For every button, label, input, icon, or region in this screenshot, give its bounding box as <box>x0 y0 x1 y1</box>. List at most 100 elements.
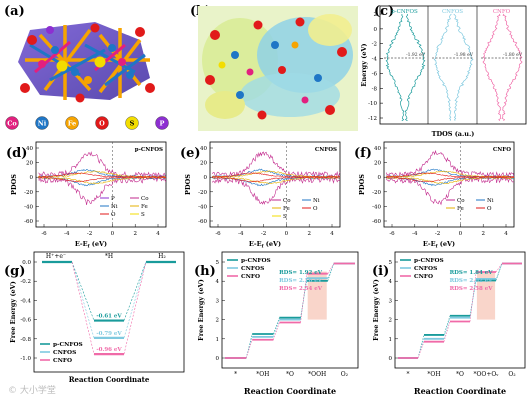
tdos-series-name-0: p-CNFOS <box>391 9 418 15</box>
her-ytick-label: 0.0 <box>22 260 31 266</box>
oer_h-ytick-label: 2 <box>216 318 220 324</box>
pdos-xlabel-f: E-Ef (eV) <box>423 240 455 250</box>
oer_h-legend-label-0: p-CNFOS <box>241 258 271 264</box>
pdos-curve-e-2-up <box>212 170 341 178</box>
oer_h-step-0: * <box>234 371 237 378</box>
oer_i-step-1: *OH <box>427 371 440 378</box>
pdos-xtick-label: 4 <box>330 231 334 237</box>
pdos-legend-label-d-5: S <box>141 212 145 218</box>
her-legend-label-0: p-CNFOS <box>53 342 83 348</box>
oer_h-connector-0-3 <box>327 263 335 281</box>
her-value-1: -0.79 eV <box>96 331 122 337</box>
pdos-curve-e-0-up <box>212 151 341 178</box>
pdos-xtick-label: 0 <box>459 231 463 237</box>
pdos-curve-e-3-dn <box>212 176 341 183</box>
legend-a-symbol-0: Co <box>7 120 17 128</box>
pdos-legend-label-d-0: P <box>111 196 115 202</box>
pdos-curve-d-2-up <box>38 170 167 178</box>
pdos-ylabel-f: PDOS <box>358 174 366 195</box>
legend-a-symbol-3: O <box>99 120 105 128</box>
pdos-xlabel-main: E-E <box>423 240 436 248</box>
oer-h-ylabel: Free Energy (eV) <box>197 279 205 341</box>
tdos-ytick-label: -10 <box>368 101 377 107</box>
panel-h: (h) Free Energy (eV) Reaction Coordinate… <box>194 251 359 396</box>
pdos-xtick-label: 2 <box>307 231 311 237</box>
pdos-ytick-label: 40 <box>200 146 207 152</box>
pdos-curve-d-0-dn <box>38 176 167 206</box>
legend-a-symbol-2: Fe <box>68 120 76 128</box>
oer_i-legend-label-1: CNFOS <box>414 266 437 272</box>
pdos-ytick-label: -20 <box>198 190 207 196</box>
oer_i-connector-1-1 <box>443 317 451 339</box>
pdos-curve-d-3-up <box>38 172 166 178</box>
her-connector-left-2 <box>71 261 95 355</box>
pdos-curve-f-3-dn <box>386 176 515 183</box>
legend-a-dot-2 <box>65 116 79 130</box>
tdos-curves: -1.92 eV p-CNFOS -1.98 eV CNFOS -1.80 eV CNFO <box>384 9 523 122</box>
oer-h-xlabel: Reaction Coordinate <box>244 386 336 396</box>
pdos-ytick-label: -60 <box>24 219 33 225</box>
tdos-xlabel: TDOS (a.u.) <box>432 130 475 138</box>
pdos-xlabel-unit: (eV) <box>438 240 456 248</box>
her-legend-label-2: CNFO <box>53 358 72 364</box>
pdos-xlabel-main: E-E <box>249 240 262 248</box>
her-ylabel: Free Energy (eV) <box>9 281 17 343</box>
oer_i-rds-1: RDS= 2.02 eV <box>450 278 494 284</box>
pdos-xlabel-e: E-Ef (eV) <box>249 240 281 250</box>
oer_i-rds-highlight <box>476 271 496 320</box>
oer_i-connector-0-2 <box>469 280 477 316</box>
pdos-legend-label-d-2: Ni <box>111 204 118 210</box>
her-ytick-label: -1.0 <box>20 356 31 362</box>
her-value-0: -0.61 eV <box>96 314 122 320</box>
legend-a-dot-0 <box>5 116 19 130</box>
oer-i-ylabel: Free Energy (eV) <box>372 279 380 341</box>
pdos-legend-label-e-1: Ni <box>313 198 320 204</box>
oer_i-step-0: * <box>407 371 410 378</box>
oer_i-ytick-label: 2 <box>389 318 393 324</box>
tdos-frame <box>379 5 527 125</box>
oer-i-plot: 0 1 2 3 4 5 * *OH *O *OO+Oᵥ O₂ RDS= 1.84 eV RDS= 2.0… <box>389 258 522 378</box>
her-ytick-label: -0.2 <box>20 279 31 285</box>
tdos-curve-1-down <box>433 13 452 121</box>
panel-a: (a) <box>4 4 169 130</box>
legend-a-dot-5 <box>155 116 169 130</box>
panel-label-a: (a) <box>4 4 25 19</box>
pdos-legend-label-d-3: Fe <box>141 204 148 210</box>
her-legend-label-1: CNFOS <box>53 350 76 356</box>
pdos-xlabel-sub: f <box>262 244 265 250</box>
oer_i-ytick-label: 3 <box>389 298 393 304</box>
tdos-ytick-label: -6 <box>372 71 378 77</box>
pdos-xtick-label: 2 <box>133 231 137 237</box>
pdos-legend-label-f-3: O <box>487 206 492 212</box>
oer_h-legend-label-1: CNFOS <box>241 266 264 272</box>
tdos-ytick-label: -12 <box>368 116 377 122</box>
pdos-title-e: CNFOS <box>315 147 337 153</box>
oer-i-frame <box>394 251 526 369</box>
her-plot: 0.0 -0.2 -0.4 -0.6 -0.8 -1.0 -0.61 eV -0.79 eV -… <box>20 253 176 364</box>
oer_h-rds-2: RDS= 2.54 eV <box>279 286 323 292</box>
pdos-legend-label-e-2: Fe <box>283 206 290 212</box>
oer_h-connector-0-1 <box>273 317 280 335</box>
her-step-1: *H <box>105 253 113 260</box>
panel-b: (b) <box>190 4 358 131</box>
her-frame <box>33 251 185 373</box>
pdos-xtick-label: -6 <box>389 231 395 237</box>
oer_h-rds-0: RDS= 1.92 eV <box>279 270 323 276</box>
pdos-xlabel-main: E-E <box>75 240 88 248</box>
pdos-xtick-label: -2 <box>435 231 440 237</box>
panel-g: (g) Free Energy (eV) Reaction Coordinate… <box>4 251 185 384</box>
oer_i-rds-0: RDS= 1.84 eV <box>450 270 494 276</box>
pdos-xlabel-unit: (eV) <box>90 240 108 248</box>
pdos-curve-e-2-dn <box>212 176 341 185</box>
oer_h-ytick-label: 0 <box>216 356 220 362</box>
panel-label-e: (e) <box>180 146 201 161</box>
her-connector-right-1 <box>123 261 147 338</box>
oer_h-step-1: *OH <box>256 371 269 378</box>
pdos-ylabel-e: PDOS <box>184 174 192 195</box>
pdos-legend-label-f-1: Ni <box>487 198 494 204</box>
oer_i-rds-2: RDS= 2.58 eV <box>450 286 494 292</box>
pdos-legend-label-f-0: Co <box>457 198 465 204</box>
tdos-ytick-label: -2 <box>372 42 377 48</box>
